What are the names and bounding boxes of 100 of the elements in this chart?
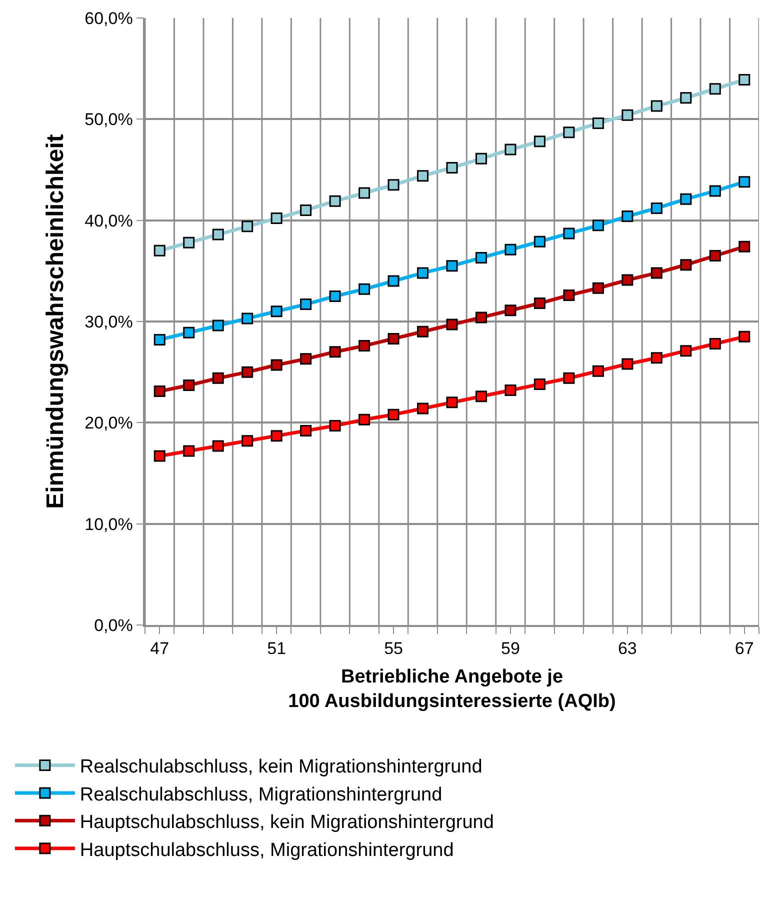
point — [446, 260, 458, 272]
point — [650, 100, 662, 112]
point — [212, 320, 224, 332]
point — [358, 283, 370, 295]
point — [242, 312, 254, 324]
point — [270, 430, 282, 442]
point — [270, 306, 282, 318]
point — [183, 236, 195, 248]
y-axis-title: Einmündungswahrscheinlichkeit — [42, 134, 70, 509]
point — [563, 126, 575, 138]
point — [563, 372, 575, 384]
y-tick-label: 40,0% — [84, 211, 133, 230]
point — [388, 332, 400, 344]
point — [154, 450, 166, 462]
point — [680, 345, 692, 357]
point — [592, 117, 604, 129]
point — [417, 267, 429, 279]
point — [622, 274, 634, 286]
point — [709, 250, 721, 262]
point — [270, 212, 282, 224]
y-tick-label: 30,0% — [84, 312, 133, 332]
x-axis-title: Betriebliche Angebote je 100 Ausbildungsinteressierte (AQIb) — [288, 666, 616, 712]
point — [329, 195, 341, 207]
point — [738, 240, 750, 252]
point — [709, 185, 721, 197]
point — [680, 92, 692, 104]
point — [417, 326, 429, 338]
point — [622, 109, 634, 121]
point — [388, 408, 400, 420]
point — [475, 252, 487, 264]
point — [504, 384, 516, 396]
x-tick-label: 55 — [384, 639, 403, 658]
point — [388, 275, 400, 287]
point — [242, 220, 254, 232]
point — [212, 372, 224, 384]
point — [329, 290, 341, 302]
point — [183, 379, 195, 391]
point — [534, 236, 546, 248]
point — [622, 358, 634, 370]
point — [709, 338, 721, 350]
point — [738, 330, 750, 342]
point — [270, 359, 282, 371]
point — [358, 187, 370, 199]
legend-label: Realschulabschluss, kein Migrationshintergrund — [80, 756, 482, 778]
point — [504, 144, 516, 156]
x-tick-label: 47 — [150, 639, 170, 658]
legend-label: Hauptschulabschluss, Migrationshintergrund — [80, 840, 454, 861]
point — [534, 136, 546, 148]
point — [680, 259, 692, 271]
x-tick-label: 51 — [267, 639, 286, 658]
y-tick-label: 60,0% — [84, 8, 133, 28]
point — [212, 228, 224, 240]
point — [622, 210, 634, 222]
point — [446, 396, 458, 408]
point — [680, 193, 692, 205]
y-tick-label: 50,0% — [84, 110, 133, 130]
point — [446, 162, 458, 174]
point — [183, 326, 195, 338]
point — [738, 176, 750, 188]
y-tick-label: 0,0% — [94, 616, 133, 635]
point — [212, 440, 224, 452]
point — [358, 340, 370, 352]
point — [300, 298, 312, 310]
x-tick-label: 63 — [618, 639, 637, 658]
point — [592, 282, 604, 294]
x-tick-label: 59 — [501, 639, 520, 658]
point — [154, 386, 166, 398]
point — [417, 402, 429, 414]
point — [446, 318, 458, 330]
point — [183, 445, 195, 457]
point — [242, 435, 254, 447]
point — [358, 414, 370, 426]
point — [650, 202, 662, 214]
point — [592, 365, 604, 377]
point — [504, 304, 516, 316]
point — [709, 83, 721, 95]
point — [300, 425, 312, 437]
point — [738, 74, 750, 86]
y-tick-label: 20,0% — [84, 414, 133, 433]
point — [563, 228, 575, 240]
point — [475, 312, 487, 324]
point — [300, 353, 312, 365]
point — [650, 267, 662, 279]
point — [154, 244, 166, 256]
point — [154, 334, 166, 346]
point — [475, 390, 487, 402]
legend-label: Hauptschulabschluss, kein Migrationshintergrund — [80, 812, 494, 834]
legend-label: Realschulabschluss, Migrationshintergrund — [80, 784, 442, 806]
point — [563, 289, 575, 301]
point — [534, 378, 546, 390]
point — [417, 170, 429, 182]
point — [475, 152, 487, 164]
point — [650, 352, 662, 364]
point — [592, 220, 604, 232]
point — [329, 420, 341, 432]
point — [242, 366, 254, 378]
point — [534, 298, 546, 310]
point — [300, 204, 312, 216]
point — [504, 244, 516, 256]
x-tick-label: 67 — [734, 639, 754, 658]
